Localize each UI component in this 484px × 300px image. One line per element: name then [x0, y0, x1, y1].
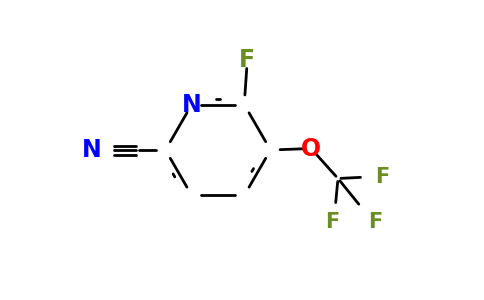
Text: O: O — [301, 136, 321, 160]
Text: F: F — [239, 47, 256, 71]
Text: F: F — [376, 167, 390, 187]
Text: N: N — [182, 92, 202, 116]
Text: N: N — [82, 138, 102, 162]
Text: F: F — [368, 212, 383, 232]
Text: F: F — [325, 212, 339, 232]
